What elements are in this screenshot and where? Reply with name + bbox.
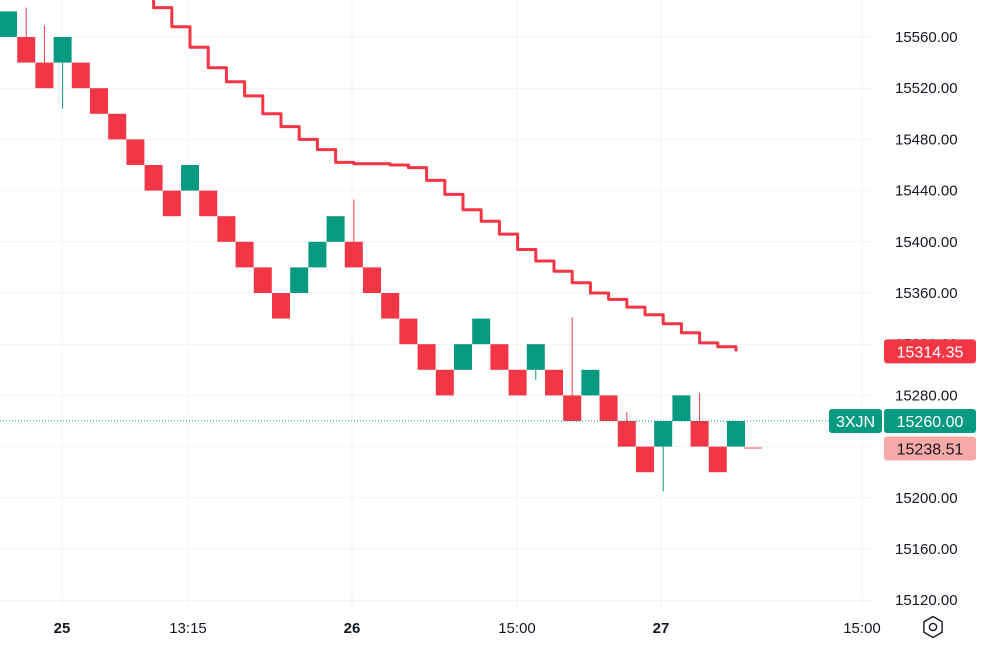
renko-brick-down (381, 293, 400, 319)
renko-brick-down (599, 395, 618, 421)
time-tick-label: 15:00 (498, 620, 536, 637)
renko-brick-down (363, 267, 381, 293)
renko-brick-up (0, 11, 17, 37)
renko-brick-down (344, 241, 363, 268)
moving-average-line (152, 0, 738, 352)
price-tick-label: 15160.00 (895, 541, 958, 558)
price-tags: 15314.35 3XJN 15260.00 15238.51 (829, 339, 976, 461)
renko-brick-up (454, 344, 472, 370)
renko-brick-up (672, 395, 691, 421)
renko-brick-down (490, 344, 509, 370)
symbol-tag-label: 3XJN (836, 414, 875, 431)
price-tick-label: 15480.00 (895, 131, 958, 148)
renko-brick-down (399, 318, 418, 345)
date-tick-label: 26 (344, 620, 361, 637)
renko-brick-down (217, 216, 236, 242)
renko-bricks (0, 11, 762, 473)
price-tick-label: 15560.00 (895, 29, 958, 46)
renko-brick-down (617, 421, 636, 447)
date-tick-label: 27 (653, 620, 670, 637)
settings-button[interactable] (923, 615, 943, 639)
price-tick-label: 15120.00 (895, 592, 958, 609)
renko-brick-up (581, 369, 600, 396)
time-tick-label: 13:15 (169, 620, 207, 637)
renko-brick-down (108, 113, 127, 140)
date-tick-label: 25 (54, 620, 71, 637)
renko-brick-down (126, 139, 145, 165)
renko-brick-down (636, 446, 654, 473)
renko-brick-down (708, 446, 727, 473)
grid-lines (0, 0, 876, 611)
renko-brick-up (308, 241, 327, 268)
price-tick-label: 15200.00 (895, 490, 958, 507)
renko-brick-up (181, 165, 199, 191)
renko-brick-down (235, 241, 254, 268)
symbol-tag-background (829, 409, 882, 433)
renko-brick-up (727, 421, 745, 447)
renko-brick-down (90, 88, 108, 114)
renko-brick-down (144, 165, 163, 191)
gear-icon (923, 615, 943, 639)
renko-brick-down (272, 293, 290, 319)
renko-brick-up (290, 267, 309, 293)
renko-brick-down (71, 62, 90, 89)
renko-brick-up (654, 421, 673, 447)
renko-brick-down (690, 421, 709, 447)
price-tick-label: 15440.00 (895, 183, 958, 200)
price-tag-background (884, 339, 976, 364)
renko-brick-down (563, 395, 582, 421)
time-axis[interactable]: 25 13:15 26 15:00 27 15:00 (54, 620, 881, 637)
time-tick-label: 15:00 (843, 620, 881, 637)
price-tag-value: 15260.00 (897, 414, 964, 431)
renko-brick-up (53, 37, 72, 63)
renko-brick-up (526, 344, 545, 370)
moving-average-polyline (152, 0, 738, 352)
renko-brick-down (545, 369, 563, 396)
renko-brick-up (326, 216, 345, 242)
renko-brick-down (17, 37, 36, 63)
renko-brick-down (508, 369, 527, 396)
price-tag-value: 15314.35 (897, 344, 964, 361)
renko-brick-down (199, 190, 218, 217)
price-tick-label: 15280.00 (895, 387, 958, 404)
price-tick-label: 15520.00 (895, 80, 958, 97)
price-tag-background (884, 436, 976, 461)
renko-brick-down (417, 344, 436, 370)
renko-brick-down (435, 369, 454, 396)
renko-brick-down (162, 190, 181, 217)
price-tick-label: 15360.00 (895, 285, 958, 302)
price-tag-background (884, 409, 976, 433)
price-tag-value: 15238.51 (897, 442, 964, 459)
price-tick-label: 15400.00 (895, 234, 958, 251)
renko-brick-down (35, 62, 54, 89)
renko-brick-down (253, 267, 272, 293)
renko-brick-up (472, 318, 491, 345)
